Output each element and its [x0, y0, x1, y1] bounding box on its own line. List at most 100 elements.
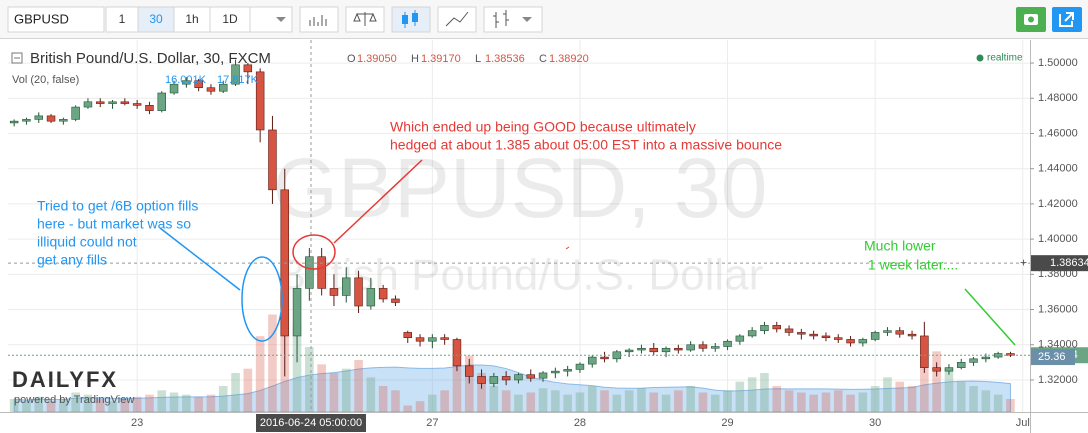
interval-button[interactable]	[209, 6, 251, 33]
crosshair-time: 2016-06-24 05:00:00	[260, 417, 362, 429]
candle-body	[957, 362, 966, 368]
candle-body	[686, 344, 695, 351]
candle-body	[354, 277, 363, 307]
interval-button[interactable]	[173, 6, 211, 33]
realtime-dot	[976, 54, 984, 62]
x-tick-label: Jul	[1016, 417, 1030, 429]
candle-body	[268, 129, 277, 191]
volume-bar	[59, 399, 68, 412]
volume-bar	[477, 373, 486, 412]
dropdown-icon	[276, 17, 286, 22]
watermark-symbol: GBPUSD, 30	[273, 141, 768, 235]
volume-bar	[624, 390, 634, 412]
y-tick-label: 1.34000	[1038, 339, 1078, 351]
candle-body	[145, 105, 154, 111]
volume-bar	[526, 392, 536, 412]
volume-bar	[132, 396, 142, 412]
candle-body	[219, 83, 228, 92]
volume-bar	[120, 399, 130, 412]
candle-body	[760, 325, 769, 331]
volume-bar	[735, 381, 745, 412]
y-tick-label: 1.38000	[1038, 268, 1078, 280]
candle-body	[784, 328, 794, 333]
ohlc-value: 1.38920	[549, 53, 589, 65]
annotation-line	[333, 159, 423, 244]
annotation-text: Much lower	[864, 238, 936, 254]
volume-bar	[194, 396, 203, 412]
candles-button[interactable]	[391, 6, 431, 33]
candle-body	[489, 376, 499, 384]
camera-icon	[1028, 16, 1034, 23]
candle-body	[834, 337, 843, 340]
volume-bar	[292, 325, 302, 412]
volume-bar	[317, 364, 326, 412]
dropdown-icon	[522, 17, 532, 22]
ohlc-value: 1.39170	[421, 53, 461, 65]
logo-powered: powered by TradingView	[14, 394, 134, 406]
volume-bar	[501, 390, 511, 412]
ohlc-value: 1.38536	[485, 53, 525, 65]
candle-body	[46, 115, 56, 122]
bars-button[interactable]	[483, 6, 543, 33]
candle-body	[932, 367, 941, 372]
interval-button[interactable]	[105, 6, 139, 33]
volume-bar	[46, 401, 56, 412]
bars-icon	[493, 10, 509, 28]
candle-body	[9, 120, 19, 124]
y-tick-label: 1.40000	[1038, 233, 1078, 245]
volume-bar	[157, 390, 167, 412]
volume-bar	[108, 401, 117, 412]
volume-bar	[452, 364, 462, 412]
volume-bar	[981, 390, 991, 412]
volume-bar	[797, 392, 806, 412]
candle-body	[698, 344, 708, 349]
candle-body	[883, 330, 892, 333]
candle-body	[969, 358, 978, 363]
symbol-input[interactable]	[7, 6, 105, 33]
collapse-icon[interactable]	[11, 52, 23, 64]
candle-body	[415, 337, 425, 342]
volume-bar	[920, 336, 929, 412]
interval: 1	[119, 12, 126, 26]
candle-body	[514, 374, 523, 381]
volume-bar	[821, 392, 831, 412]
volume-bar	[895, 381, 905, 412]
annotation-text: hedged at about 1.385 about 05:00 EST in…	[390, 137, 782, 153]
indicators-button[interactable]	[299, 6, 339, 33]
volume-bar	[809, 394, 818, 412]
interval-button-active[interactable]	[137, 6, 175, 33]
candle-body	[711, 346, 720, 349]
volume-bar	[993, 394, 1003, 412]
candle-body	[661, 347, 671, 353]
volume-bar	[747, 377, 757, 412]
annotation-mark	[565, 246, 570, 250]
candle-body	[317, 256, 326, 289]
last-volume: 25.36	[1038, 351, 1066, 363]
candle-body	[194, 80, 203, 89]
candle-body	[895, 330, 904, 335]
volume-bar	[944, 368, 954, 412]
candle-body	[378, 288, 388, 300]
symbol: GBPUSD	[14, 11, 69, 26]
interval-menu[interactable]	[249, 6, 293, 33]
volume-legend: Vol (20, false)	[12, 74, 79, 86]
annotation-text: Tried to get /6B option fills	[37, 198, 198, 214]
volume-bar	[218, 386, 228, 412]
volume-bar	[329, 373, 339, 412]
volume-bar	[858, 392, 868, 412]
candle-body	[526, 374, 535, 379]
volume-bar	[870, 386, 880, 412]
candle-body	[440, 337, 449, 340]
candle-body	[846, 339, 855, 344]
volume-bar	[34, 396, 44, 412]
volume-bar	[907, 386, 917, 412]
y-tick-label: 1.32000	[1038, 374, 1078, 386]
y-tick-label: 1.44000	[1038, 163, 1078, 175]
candle-body	[735, 335, 745, 342]
candle-body	[83, 101, 93, 108]
volume-bar	[600, 390, 609, 412]
y-tick-label: 1.42000	[1038, 198, 1078, 210]
candle-body	[120, 101, 130, 104]
realtime: realtime	[987, 53, 1023, 64]
volume-legend-value: 17.817K	[217, 74, 259, 86]
